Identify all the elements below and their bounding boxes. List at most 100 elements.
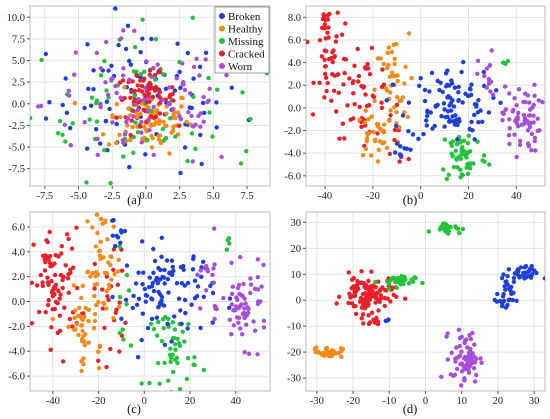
point-broken: [506, 297, 511, 303]
point-healthy: [406, 31, 412, 36]
point-cracked: [391, 292, 396, 297]
point-broken: [510, 297, 515, 303]
point-missing: [186, 321, 191, 327]
point-broken: [461, 59, 466, 65]
point-cracked: [379, 100, 384, 105]
point-healthy: [403, 64, 408, 70]
point-cracked: [31, 242, 36, 247]
point-missing: [117, 294, 123, 300]
point-worn: [139, 119, 144, 125]
point-cracked: [114, 115, 119, 120]
y-tick-label: -2.5: [8, 121, 25, 132]
point-missing: [94, 119, 100, 124]
point-missing: [156, 403, 160, 407]
point-worn: [500, 118, 505, 123]
legend-label-missing: Missing: [228, 36, 264, 48]
point-cracked: [135, 83, 140, 88]
point-healthy: [92, 318, 98, 324]
point-worn: [510, 109, 515, 114]
x-tick-label: 10: [456, 396, 467, 407]
point-worn: [454, 345, 459, 350]
point-cracked: [369, 45, 375, 51]
point-worn: [177, 114, 182, 119]
point-healthy: [86, 199, 90, 203]
point-worn: [212, 262, 217, 267]
point-broken: [125, 23, 131, 28]
point-missing: [457, 230, 462, 236]
point-broken: [499, 275, 505, 281]
point-broken: [468, 127, 473, 132]
legend-label-cracked: Cracked: [228, 48, 265, 60]
point-worn: [269, 312, 270, 316]
point-worn: [255, 301, 261, 307]
point-worn: [98, 101, 103, 107]
point-broken: [494, 299, 500, 304]
point-broken: [435, 78, 440, 84]
point-broken: [86, 86, 91, 92]
point-cracked: [137, 88, 142, 93]
point-cracked: [376, 308, 381, 313]
point-healthy: [91, 325, 97, 331]
point-broken: [68, 125, 73, 131]
point-healthy: [164, 111, 169, 116]
point-healthy: [395, 95, 400, 100]
point-broken: [127, 58, 132, 64]
x-tick-label: 20: [463, 191, 474, 202]
point-cracked: [326, 56, 332, 62]
point-worn: [462, 367, 467, 372]
point-cracked: [322, 14, 327, 19]
point-worn: [82, 120, 87, 125]
point-cracked: [343, 57, 349, 62]
point-worn: [500, 110, 505, 115]
y-tick-label: -2.0: [284, 126, 301, 137]
point-broken: [494, 88, 499, 93]
point-cracked: [363, 295, 369, 300]
point-healthy: [400, 95, 405, 100]
point-worn: [439, 374, 444, 379]
point-broken: [149, 284, 155, 289]
point-cracked: [306, 39, 310, 45]
point-cracked: [359, 124, 364, 129]
point-healthy: [112, 271, 117, 277]
point-healthy: [363, 108, 368, 113]
point-broken: [505, 274, 510, 279]
point-missing: [173, 347, 178, 352]
point-missing: [240, 90, 245, 95]
point-broken: [198, 132, 203, 138]
point-cracked: [100, 287, 105, 292]
point-missing: [480, 158, 485, 163]
x-tick-label: 40: [230, 396, 241, 407]
point-missing: [180, 329, 185, 334]
point-cracked: [324, 49, 329, 54]
point-broken: [131, 293, 136, 299]
point-worn: [242, 350, 247, 355]
point-cracked: [388, 113, 393, 118]
point-cracked: [66, 236, 71, 242]
point-cracked: [66, 272, 71, 277]
point-worn: [186, 110, 191, 115]
point-healthy: [373, 137, 378, 142]
point-missing: [401, 279, 406, 284]
point-cracked: [389, 197, 393, 201]
point-healthy: [135, 115, 140, 120]
point-healthy: [94, 269, 99, 275]
point-worn: [482, 73, 487, 79]
point-healthy: [365, 132, 370, 137]
x-tick-label: 0: [418, 191, 423, 202]
point-cracked: [119, 268, 125, 273]
point-cracked: [325, 30, 330, 35]
point-missing: [185, 158, 190, 164]
y-tick-label: 10: [291, 270, 302, 281]
point-missing: [475, 139, 480, 144]
point-cracked: [333, 39, 339, 44]
point-broken: [149, 36, 154, 42]
point-worn: [204, 288, 209, 293]
point-cracked: [128, 95, 133, 101]
point-broken: [469, 82, 474, 87]
point-missing: [108, 181, 113, 186]
point-cracked: [363, 92, 368, 97]
point-cracked: [373, 285, 378, 290]
point-broken: [200, 100, 206, 106]
point-broken: [508, 288, 513, 293]
point-worn: [198, 268, 203, 273]
